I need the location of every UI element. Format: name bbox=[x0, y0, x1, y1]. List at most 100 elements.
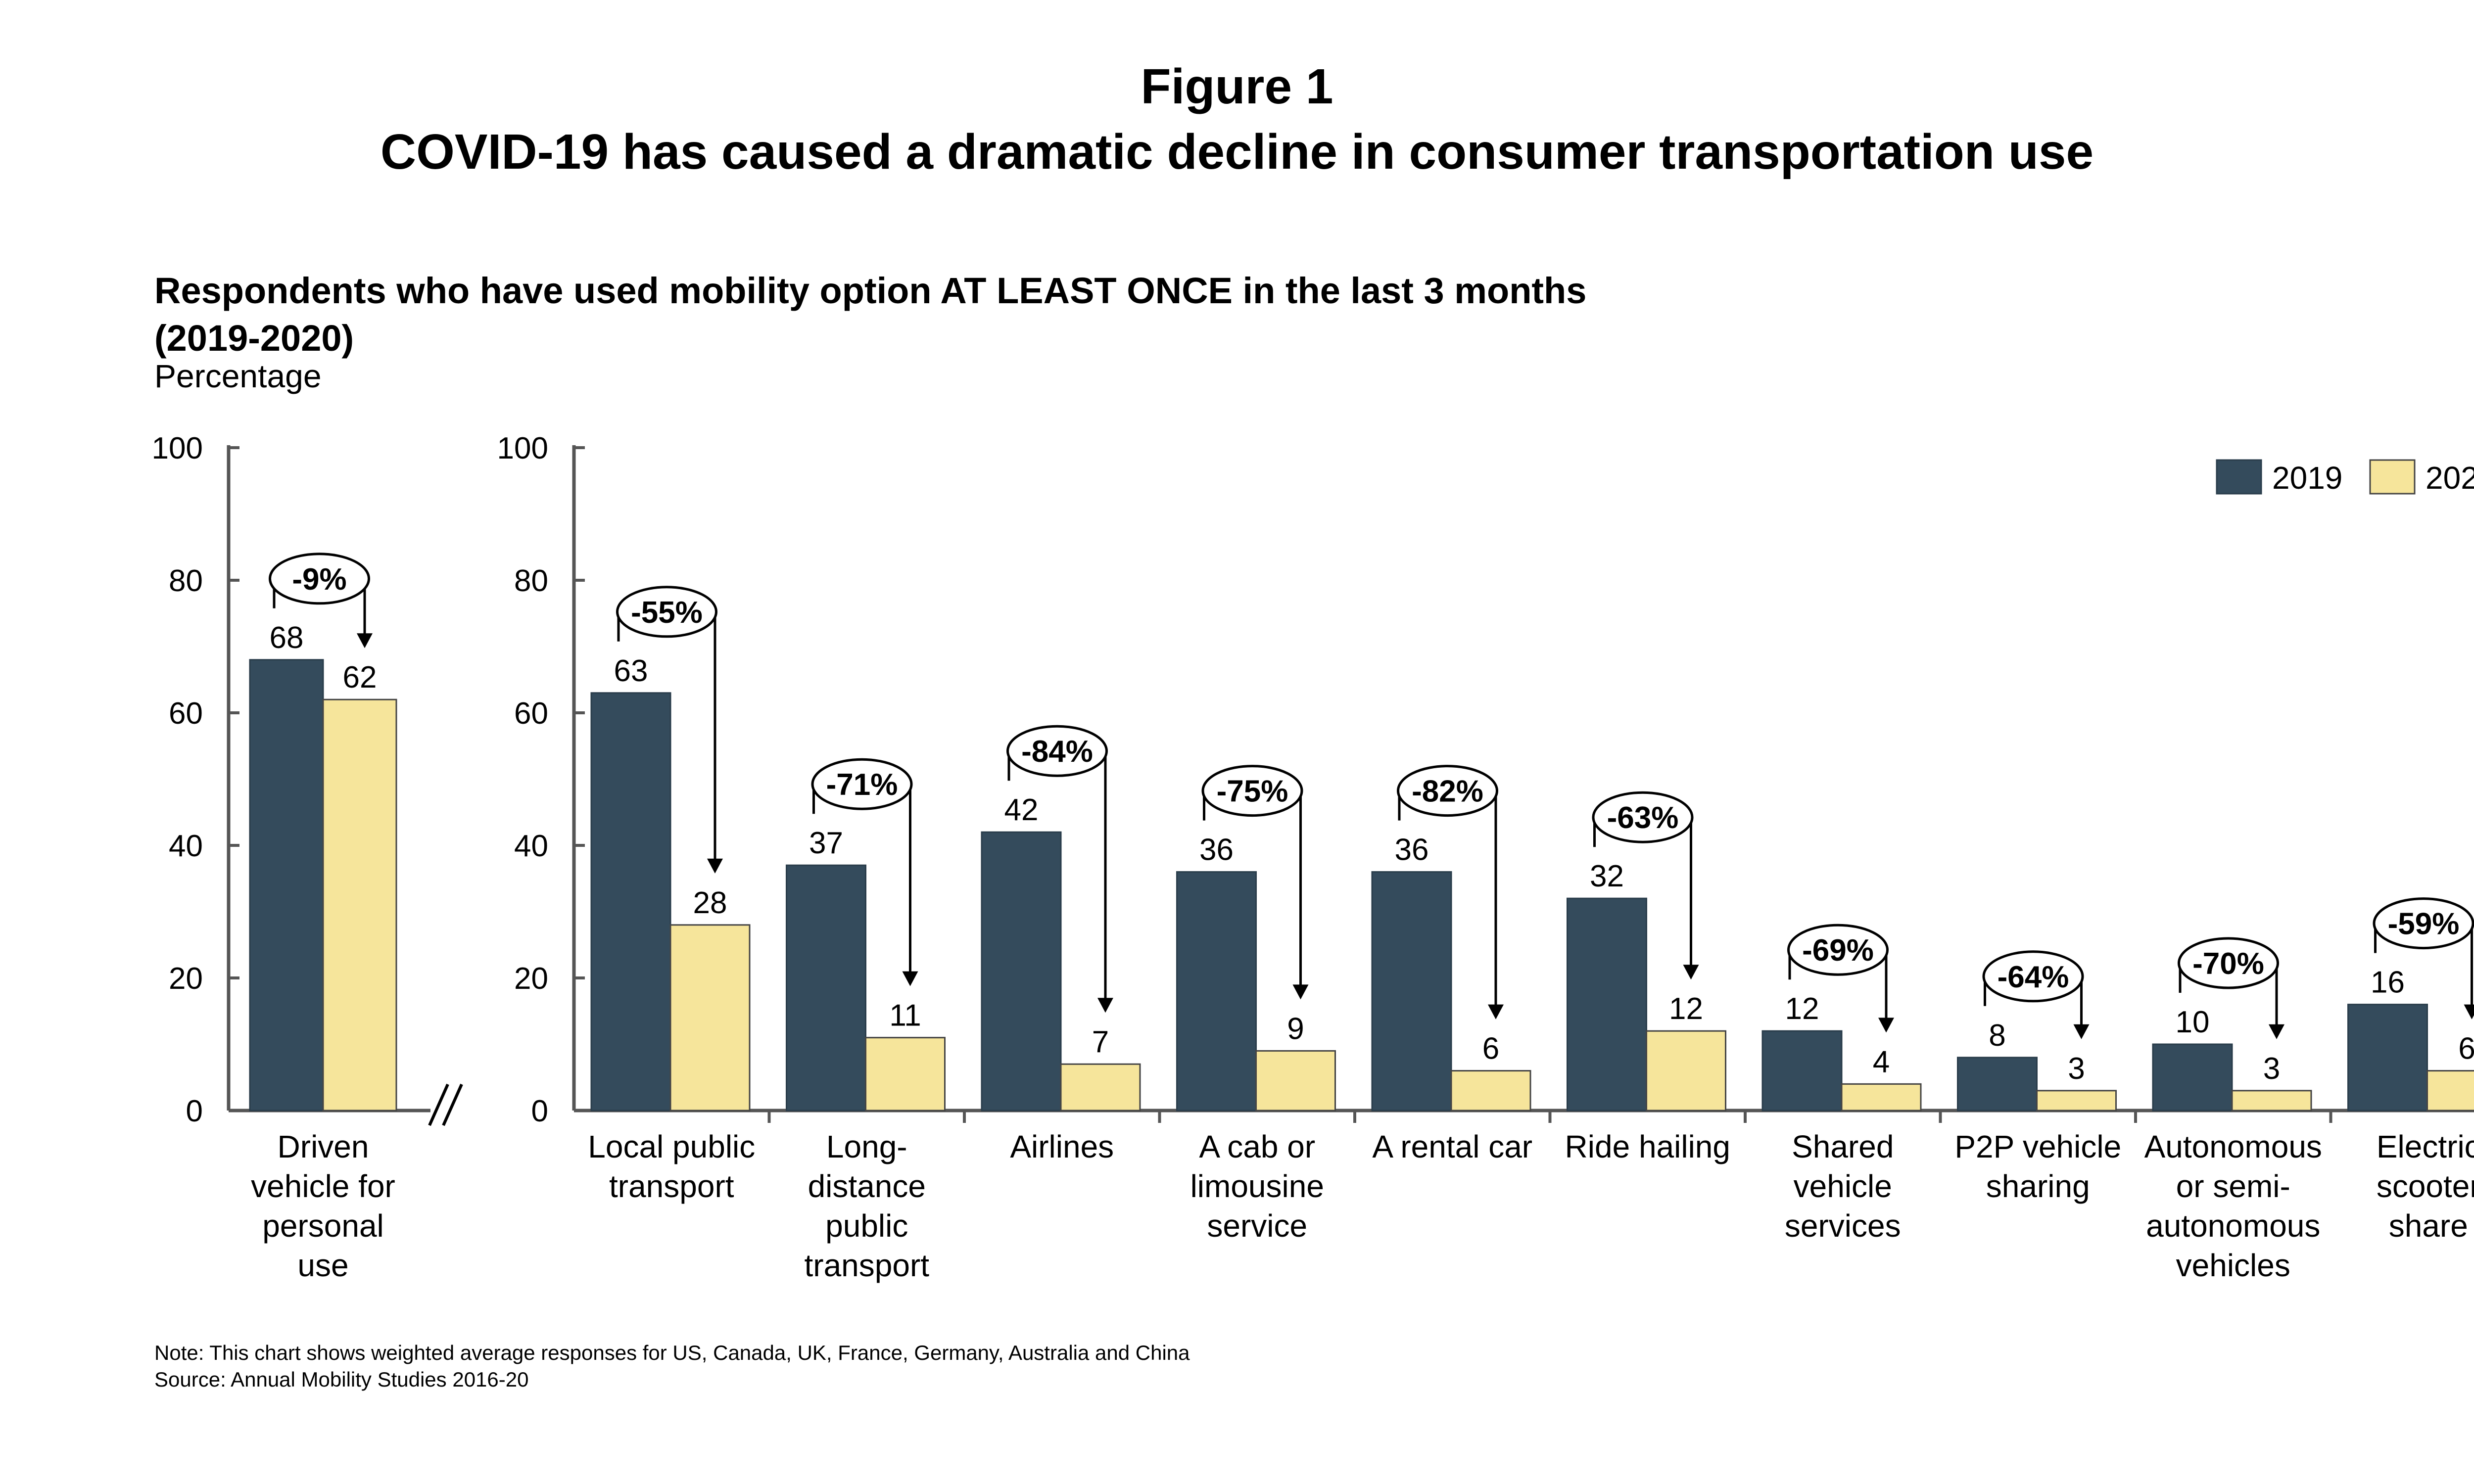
change-arrow-head bbox=[1683, 965, 1699, 980]
data-label-2019: 68 bbox=[270, 621, 304, 655]
category-label: vehicle for bbox=[251, 1168, 395, 1204]
category-label: sharing bbox=[1986, 1168, 2090, 1204]
data-label-2020: 4 bbox=[1873, 1045, 1890, 1079]
data-label-2019: 16 bbox=[2371, 966, 2405, 1000]
data-label-2020: 3 bbox=[2263, 1052, 2280, 1086]
category-label: use bbox=[297, 1248, 348, 1283]
change-label: -63% bbox=[1607, 801, 1679, 835]
bar-2020 bbox=[1450, 1070, 1531, 1112]
change-arrow-head bbox=[1292, 984, 1309, 1000]
bar-2019 bbox=[1176, 871, 1257, 1112]
category-label: P2P vehicle bbox=[1954, 1129, 2121, 1164]
bar-2019 bbox=[1567, 897, 1647, 1112]
change-label: -70% bbox=[2192, 947, 2264, 981]
legend-swatch-2020 bbox=[2369, 459, 2416, 495]
y-tick-label: 80 bbox=[169, 564, 203, 598]
change-label: -59% bbox=[2388, 907, 2460, 941]
category-label: transport bbox=[804, 1248, 929, 1283]
bar-2019 bbox=[1957, 1057, 2038, 1112]
y-tick-label: 40 bbox=[514, 829, 548, 863]
change-oval bbox=[616, 586, 717, 638]
bar-2020 bbox=[2036, 1090, 2117, 1112]
y-tick-label: 0 bbox=[186, 1094, 203, 1128]
bar-2019 bbox=[981, 831, 1062, 1112]
category-label: distance bbox=[808, 1168, 926, 1204]
bar-2019 bbox=[786, 864, 866, 1112]
data-label-2019: 37 bbox=[809, 826, 843, 860]
data-label-2020: 7 bbox=[1092, 1025, 1109, 1059]
legend-label-2019: 2019 bbox=[2272, 460, 2342, 496]
bar-2019 bbox=[1761, 1030, 1843, 1112]
chart-title: COVID-19 has caused a dramatic decline i… bbox=[380, 124, 2094, 180]
data-label-2019: 36 bbox=[1199, 833, 1234, 867]
y-tick-label: 0 bbox=[531, 1094, 548, 1128]
change-label: -75% bbox=[1217, 775, 1288, 809]
figure-label: Figure 1 bbox=[1141, 59, 1333, 114]
change-oval bbox=[2373, 897, 2474, 950]
data-label-2019: 10 bbox=[2176, 1005, 2210, 1039]
category-label: vehicles bbox=[2176, 1248, 2290, 1283]
category-label: Ride hailing bbox=[1565, 1129, 1730, 1164]
change-arrow-head bbox=[1097, 998, 1113, 1013]
category-label: share bbox=[2389, 1208, 2468, 1244]
y-tick-label: 40 bbox=[169, 829, 203, 863]
data-label-2019: 32 bbox=[1590, 859, 1624, 893]
legend-swatch-2019 bbox=[2216, 459, 2262, 495]
y-tick-label: 80 bbox=[514, 564, 548, 598]
change-oval bbox=[811, 758, 913, 810]
bar-2019 bbox=[2347, 1004, 2428, 1112]
change-arrow-head bbox=[1488, 1004, 1504, 1020]
data-label-2020: 3 bbox=[2068, 1052, 2085, 1086]
bar-2020 bbox=[669, 924, 751, 1112]
bar-2020 bbox=[1255, 1050, 1336, 1112]
chart-subtitle: Respondents who have used mobility optio… bbox=[154, 267, 1886, 362]
category-label: transport bbox=[609, 1168, 734, 1204]
change-label: -82% bbox=[1412, 775, 1483, 809]
change-label: -9% bbox=[292, 562, 346, 597]
bar-2020 bbox=[1841, 1083, 1922, 1112]
y-tick-label: 20 bbox=[514, 962, 548, 996]
change-label: -84% bbox=[1021, 735, 1093, 769]
change-arrow-head bbox=[707, 858, 723, 874]
bar-2019 bbox=[1371, 871, 1452, 1112]
category-label: Local public bbox=[588, 1129, 755, 1164]
source-text: Source: Annual Mobility Studies 2016-20 bbox=[154, 1368, 529, 1391]
change-label: -69% bbox=[1802, 933, 1874, 968]
data-label-2020: 12 bbox=[1669, 992, 1703, 1026]
legend-label-2020: 2020 bbox=[2426, 460, 2474, 496]
data-label-2020: 11 bbox=[889, 999, 921, 1033]
change-arrow-head bbox=[1878, 1018, 1894, 1033]
category-label: limousine bbox=[1190, 1168, 1324, 1204]
category-label: A cab or bbox=[1199, 1129, 1315, 1164]
category-label: Autonomous bbox=[2144, 1129, 2322, 1164]
change-oval bbox=[1592, 791, 1694, 843]
footnotes: Note: This chart shows weighted average … bbox=[154, 1340, 1190, 1393]
change-oval bbox=[1397, 765, 1498, 817]
y-tick-label: 20 bbox=[169, 962, 203, 996]
bar-2019 bbox=[249, 659, 324, 1112]
bar-2020 bbox=[322, 698, 397, 1112]
y-tick-label: 60 bbox=[169, 696, 203, 731]
data-label-2019: 63 bbox=[614, 654, 648, 688]
bar-2019 bbox=[590, 692, 671, 1112]
data-label-2020: 62 bbox=[343, 660, 377, 695]
change-arrow-head bbox=[357, 633, 373, 649]
change-arrow-head bbox=[2073, 1024, 2090, 1039]
change-arrow-head bbox=[2464, 1004, 2474, 1020]
axis-break-mark bbox=[428, 1083, 449, 1126]
category-label: service bbox=[1207, 1208, 1307, 1244]
bar-2020 bbox=[865, 1037, 946, 1112]
change-oval bbox=[1982, 950, 2084, 1003]
y-tick-label: 60 bbox=[514, 696, 548, 731]
change-label: -71% bbox=[826, 768, 898, 802]
category-label: services bbox=[1785, 1208, 1901, 1244]
data-label-2019: 8 bbox=[1989, 1019, 2005, 1053]
y-tick-label: 100 bbox=[497, 431, 548, 465]
category-label: autonomous bbox=[2146, 1208, 2320, 1244]
y-tick-label: 100 bbox=[152, 431, 203, 465]
change-label: -55% bbox=[631, 596, 703, 630]
category-label: vehicle bbox=[1794, 1168, 1892, 1204]
category-label: Shared bbox=[1792, 1129, 1894, 1164]
data-label-2019: 12 bbox=[1785, 992, 1819, 1026]
